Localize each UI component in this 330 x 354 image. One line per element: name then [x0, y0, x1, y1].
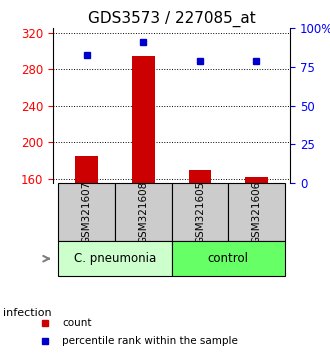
Title: GDS3573 / 227085_at: GDS3573 / 227085_at [88, 11, 255, 27]
Text: C. pneumonia: C. pneumonia [74, 252, 156, 265]
Text: GSM321607: GSM321607 [82, 181, 92, 244]
Text: percentile rank within the sample: percentile rank within the sample [62, 336, 238, 346]
Bar [188, 170, 211, 183]
Text: GSM321606: GSM321606 [251, 181, 261, 244]
Text: infection: infection [3, 308, 52, 318]
Text: count: count [62, 318, 91, 328]
Bar [76, 156, 98, 183]
FancyBboxPatch shape [172, 241, 285, 276]
Bar [245, 177, 268, 183]
Text: control: control [208, 252, 249, 265]
FancyBboxPatch shape [172, 183, 228, 241]
FancyBboxPatch shape [58, 183, 115, 241]
FancyBboxPatch shape [228, 183, 285, 241]
FancyBboxPatch shape [115, 183, 172, 241]
Text: GSM321605: GSM321605 [195, 181, 205, 244]
Bar [132, 56, 155, 183]
Text: GSM321608: GSM321608 [138, 181, 148, 244]
FancyBboxPatch shape [58, 241, 172, 276]
